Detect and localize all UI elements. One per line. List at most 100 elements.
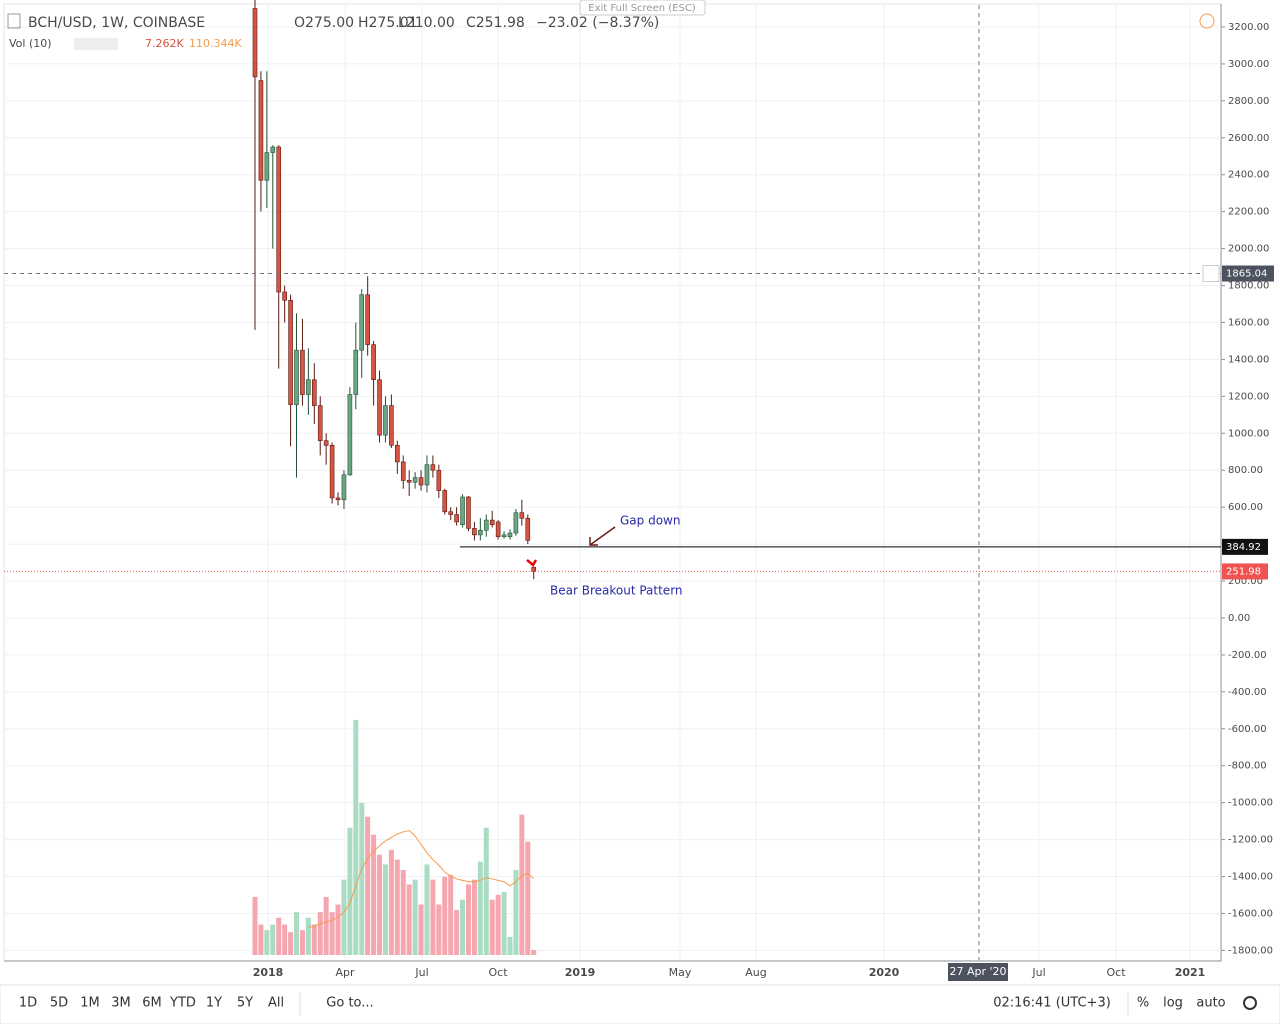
volume-bar — [347, 827, 353, 955]
volume-bar — [388, 849, 394, 955]
toolbar-bar — [0, 984, 1280, 1024]
y-tick-label: 2000.00 — [1228, 244, 1269, 255]
candle-body — [483, 519, 489, 531]
range-button[interactable]: 1D — [19, 996, 37, 1011]
volume-bar — [501, 892, 507, 955]
candle-body — [424, 464, 430, 486]
volume-bar — [258, 924, 264, 955]
annotation-arrow-head — [589, 537, 598, 546]
volume-ma-line — [308, 829, 535, 928]
volume-bar — [430, 879, 436, 955]
x-tick-label: Apr — [335, 966, 355, 979]
volume-bar — [353, 719, 359, 955]
candle-body — [288, 300, 293, 405]
vol-value: 7.262K — [145, 37, 184, 50]
x-tick-label: Jul — [1031, 966, 1045, 979]
volume-bar — [400, 869, 406, 955]
header: BCH/USD, 1W, COINBASE O275.00 H275.01 L2… — [7, 13, 659, 31]
candle-body — [282, 291, 287, 301]
range-button[interactable]: 6M — [142, 996, 162, 1011]
volume-bar — [519, 814, 525, 955]
overlay: 2018 Apr Jul Oct 2019 May Aug 2020 Jul Oct 2021 -18… — [4, 5, 1274, 981]
crosshair-box — [1222, 265, 1274, 282]
range-button[interactable]: All — [268, 996, 284, 1011]
x-tick-label: 2020 — [869, 966, 900, 979]
crosshair-plus[interactable] — [1202, 265, 1220, 283]
hline-label-box — [1222, 538, 1268, 555]
x-tick-label: Oct — [488, 966, 508, 979]
y-tick-label: 1800.00 — [1228, 281, 1269, 292]
volume-bar — [299, 930, 305, 955]
goto[interactable]: Go to... — [326, 996, 373, 1011]
volume-bar — [329, 912, 335, 955]
candle-body — [389, 405, 394, 446]
y-tick-label: 2400.00 — [1228, 170, 1269, 181]
collapse-icon[interactable] — [7, 13, 21, 29]
y-tick-label: 600.00 — [1228, 502, 1263, 513]
candle-body — [365, 294, 370, 345]
y-tick-label: -200.00 — [1228, 650, 1267, 661]
y-tick-label: 0.00 — [1228, 613, 1250, 624]
clock: 02:16:41 (UTC+3) — [993, 996, 1111, 1011]
range-button[interactable]: 1Y — [206, 996, 222, 1011]
candle-body — [359, 294, 365, 351]
annotation-arrow — [589, 526, 616, 546]
indicator-buttons[interactable] — [74, 38, 118, 50]
volume-bar — [311, 924, 317, 955]
range-button[interactable]: 5Y — [237, 996, 253, 1011]
y-tick-label: 3000.00 — [1228, 59, 1269, 70]
candle-body — [495, 521, 501, 538]
range-button[interactable]: YTD — [169, 996, 196, 1011]
vol-ma-value: 110.344K — [189, 37, 242, 50]
range-button[interactable]: 3M — [111, 996, 131, 1011]
volume-bar — [394, 859, 400, 955]
volume-bar — [513, 869, 519, 955]
alert-icon[interactable] — [1199, 13, 1215, 29]
y-tick-label: 200.00 — [1228, 576, 1263, 587]
volume-bar — [406, 884, 412, 955]
range-button[interactable]: 5D — [50, 996, 68, 1011]
candle-body — [489, 519, 495, 526]
candle-body — [448, 511, 453, 515]
volume-bar — [460, 899, 466, 955]
symbol: BCH/USD, 1W, COINBASE — [28, 15, 205, 31]
exit-button[interactable] — [579, 0, 706, 16]
ohlc-low: L210.00 — [398, 15, 455, 31]
annotation: Bear Breakout Pattern — [550, 584, 683, 598]
candle-body — [258, 80, 264, 181]
settings-icon[interactable] — [1243, 996, 1257, 1010]
candle-body — [466, 496, 471, 529]
annotation-arrow — [526, 559, 538, 567]
candle-body — [383, 405, 388, 436]
candle-body — [323, 440, 329, 446]
volume-bar — [465, 884, 471, 955]
log-toggle[interactable]: log — [1163, 996, 1183, 1011]
candle-body — [395, 444, 400, 463]
volume-bar — [418, 904, 424, 955]
volume-bar — [264, 930, 270, 955]
range-button[interactable]: 1M — [80, 996, 100, 1011]
y-tick-label: 1400.00 — [1228, 354, 1269, 365]
candle-body — [406, 480, 412, 483]
volume-bar — [305, 917, 311, 955]
auto-toggle[interactable]: auto — [1196, 996, 1225, 1011]
volume-bar — [359, 802, 365, 955]
y-tick-label: -1200.00 — [1228, 835, 1273, 846]
volume-bar — [531, 949, 537, 955]
candle-body — [412, 477, 418, 483]
y-tick-label: -600.00 — [1228, 724, 1267, 735]
volume-bar — [288, 932, 294, 955]
x-tick-label: Jul — [414, 966, 428, 979]
volume-bar — [454, 910, 460, 955]
y-tick-label: 1600.00 — [1228, 317, 1269, 328]
candle-body — [329, 444, 335, 499]
grid — [4, 5, 1225, 960]
volume-bar — [442, 876, 448, 955]
candle-body — [371, 344, 376, 381]
y-tick-label: -1000.00 — [1228, 798, 1273, 809]
candle-body — [294, 349, 299, 405]
volume-bar — [507, 937, 513, 955]
percent-toggle[interactable]: % — [1137, 996, 1149, 1011]
